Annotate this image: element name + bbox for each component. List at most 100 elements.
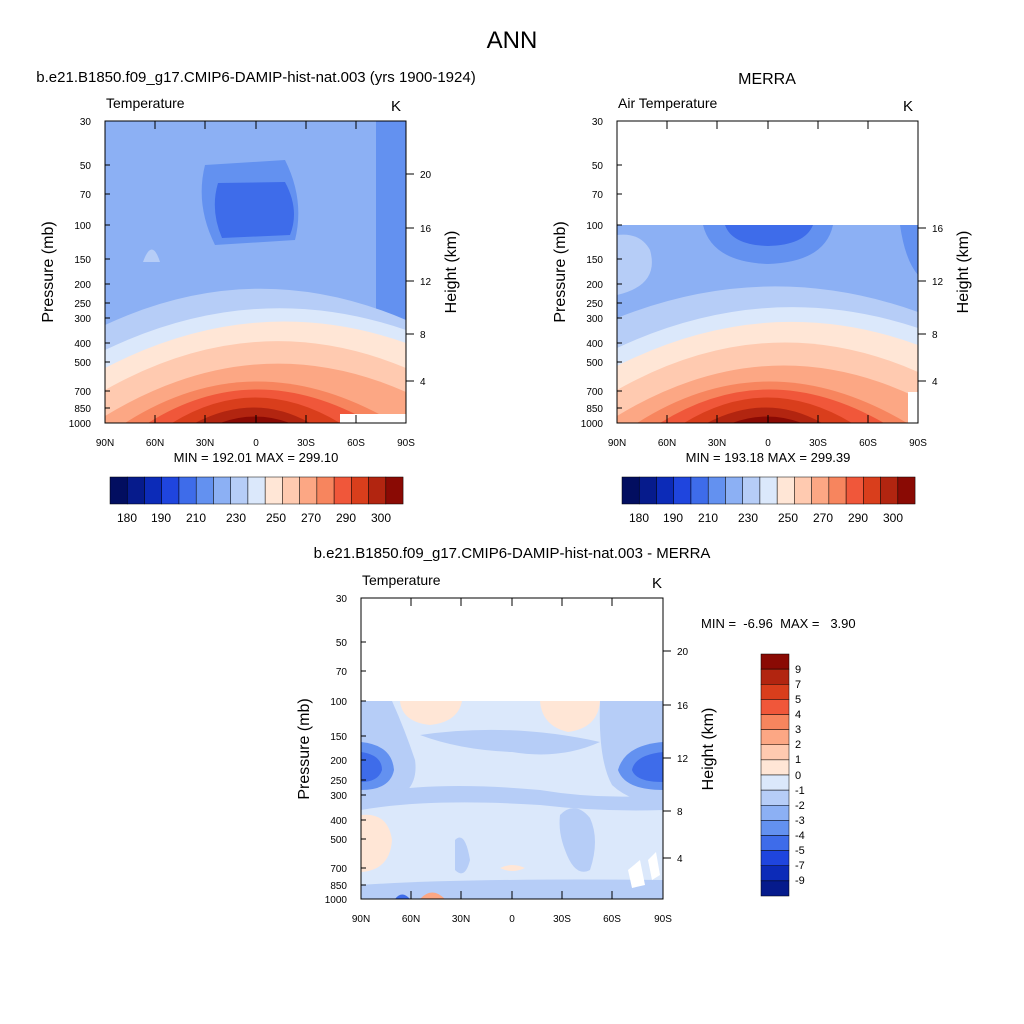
y-tick: 50 — [592, 161, 622, 172]
y-tick-label: 50 — [592, 161, 604, 172]
colorbar-swatch — [213, 476, 231, 505]
x-tick: 60S — [859, 121, 877, 449]
y-tick-label: 300 — [586, 314, 603, 325]
y-tick-label: 30 — [80, 117, 92, 128]
y2-tick-label: 4 — [932, 377, 938, 388]
colorbar-label: 290 — [336, 511, 356, 525]
y2-tick: 16 — [918, 224, 944, 235]
y-tick-label: 1000 — [581, 419, 604, 430]
y2-tick: 16 — [406, 224, 432, 235]
colorbar-swatch — [690, 476, 709, 505]
y-tick-label: 400 — [74, 339, 91, 350]
contour-band — [220, 416, 290, 423]
y-tick: 70 — [336, 667, 366, 678]
x-tick: 60S — [347, 121, 365, 449]
contour-band — [500, 865, 525, 871]
colorbar-swatch — [333, 476, 352, 505]
contour-band — [395, 894, 410, 899]
colorbar-swatch — [760, 653, 790, 670]
y2-tick: 4 — [918, 377, 938, 388]
variable-label: Air Temperature — [618, 95, 718, 111]
contour-band — [376, 121, 406, 321]
x-tick: 30S — [809, 121, 827, 449]
x-tick: 60N — [146, 121, 164, 449]
colorbar-swatch — [316, 476, 335, 505]
y-tick-label: 850 — [330, 881, 347, 892]
x-tick: 60S — [603, 598, 621, 925]
panel-title: b.e21.B1850.f09_g17.CMIP6-DAMIP-hist-nat… — [36, 69, 475, 86]
x-tick-label: 60N — [658, 438, 676, 449]
x-tick: 30N — [708, 121, 726, 449]
colorbar-swatch — [368, 476, 387, 505]
x-tick-label: 60N — [146, 438, 164, 449]
y2-tick-label: 8 — [420, 330, 426, 341]
x-tick-label: 30N — [196, 438, 214, 449]
colorbar-swatch — [760, 714, 790, 730]
colorbar-swatch — [638, 476, 657, 505]
colorbar-swatch — [760, 805, 790, 821]
contour-band — [361, 786, 663, 811]
y-tick: 30 — [336, 594, 366, 605]
x-tick: 90N — [352, 598, 370, 925]
contour-band — [143, 249, 160, 262]
y2-tick-label: 12 — [677, 754, 689, 765]
colorbar-swatch — [776, 476, 795, 505]
colorbar-swatch — [760, 835, 790, 851]
variable-label: Temperature — [362, 572, 441, 588]
colorbar-swatch — [282, 476, 300, 505]
y2-tick-label: 4 — [677, 854, 683, 865]
y-tick-label: 100 — [330, 697, 347, 708]
x-tick: 90S — [397, 121, 415, 449]
colorbar-swatch — [760, 820, 790, 836]
colorbar-swatch — [811, 476, 830, 505]
colorbar-label: 250 — [266, 511, 286, 525]
colorbar-swatch — [760, 744, 790, 761]
colorbar-swatch — [760, 759, 790, 776]
colorbar-label: -3 — [795, 815, 805, 827]
y2-tick-label: 16 — [932, 224, 944, 235]
y-tick: 150 — [74, 255, 110, 266]
colorbar-label: 210 — [698, 511, 718, 525]
colorbar-swatch — [760, 684, 790, 700]
contour-band — [361, 752, 382, 782]
y-tick: 200 — [74, 280, 110, 291]
contour-band — [420, 729, 600, 755]
y2-axis-label: Height (km) — [955, 231, 972, 314]
colorbar-swatch — [760, 729, 790, 746]
y-tick-label: 400 — [586, 339, 603, 350]
x-tick-label: 90N — [96, 438, 114, 449]
panel-model: b.e21.B1850.f09_g17.CMIP6-DAMIP-hist-nat… — [36, 69, 475, 525]
y-tick-label: 30 — [592, 117, 604, 128]
y2-tick: 8 — [663, 807, 683, 818]
colorbar-label: 270 — [813, 511, 833, 525]
y2-tick: 16 — [663, 701, 689, 712]
contour-band — [214, 182, 294, 238]
panel-obs: MERRA Air Temperature K Pressure (mb) He… — [552, 71, 972, 525]
colorbar-swatch — [161, 476, 180, 505]
variable-label: Temperature — [106, 95, 185, 111]
x-tick: 30S — [297, 121, 315, 449]
y-tick: 400 — [330, 816, 366, 827]
y-tick: 200 — [330, 756, 366, 767]
y-tick-label: 700 — [330, 864, 347, 875]
colorbar-swatch — [230, 476, 249, 505]
y-tick: 70 — [80, 190, 110, 201]
x-tick-label: 30N — [452, 914, 470, 925]
x-tick-label: 60S — [347, 438, 365, 449]
y2-tick-label: 20 — [420, 170, 432, 181]
y-tick-label: 50 — [80, 161, 92, 172]
colorbar-label: 230 — [226, 511, 246, 525]
x-tick-label: 60S — [603, 914, 621, 925]
x-tick-label: 90S — [909, 438, 927, 449]
y-tick-label: 300 — [74, 314, 91, 325]
y2-tick-label: 8 — [677, 807, 683, 818]
y-tick-label: 1000 — [69, 419, 92, 430]
colorbar-swatch — [760, 789, 790, 806]
units-label: K — [903, 98, 913, 115]
colorbar-swatch — [385, 476, 404, 505]
y-tick: 50 — [336, 638, 366, 649]
colorbar-label: 180 — [629, 511, 649, 525]
x-tick: 0 — [509, 598, 515, 925]
y2-tick: 12 — [918, 277, 944, 288]
y-tick-label: 700 — [586, 387, 603, 398]
